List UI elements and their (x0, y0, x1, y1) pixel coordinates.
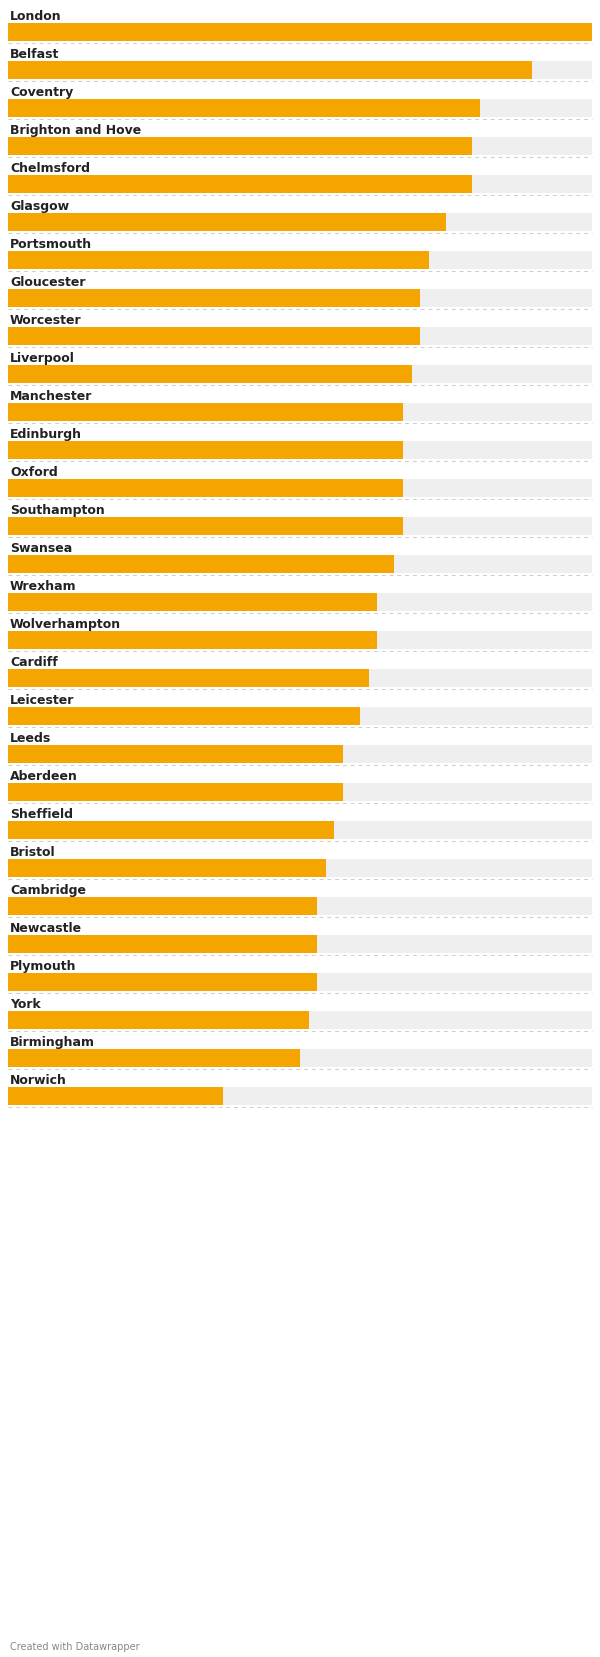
Text: Liverpool: Liverpool (10, 351, 75, 365)
Text: 54%: 54% (14, 181, 39, 191)
Text: 39%: 39% (14, 787, 39, 797)
Text: 47%: 47% (14, 370, 39, 379)
Text: 48%: 48% (14, 293, 39, 303)
Text: 36%: 36% (14, 940, 39, 949)
Text: 68%: 68% (14, 28, 39, 38)
Text: Gloucester: Gloucester (10, 275, 86, 288)
Text: 55%: 55% (14, 104, 39, 114)
Text: 36%: 36% (14, 978, 39, 988)
Text: Created with Datawrapper: Created with Datawrapper (10, 1640, 140, 1650)
Text: Norwich: Norwich (10, 1074, 67, 1087)
Text: 34%: 34% (14, 1054, 39, 1064)
Text: York: York (10, 998, 41, 1011)
Text: Sheffield: Sheffield (10, 807, 73, 820)
Text: Brighton and Hove: Brighton and Hove (10, 124, 141, 138)
Text: 61%: 61% (14, 66, 39, 76)
Text: 36%: 36% (14, 901, 39, 911)
Text: Birmingham: Birmingham (10, 1036, 95, 1049)
Text: Wolverhampton: Wolverhampton (10, 618, 121, 631)
Text: 51%: 51% (14, 217, 39, 229)
Text: Oxford: Oxford (10, 466, 58, 479)
Text: Worcester: Worcester (10, 313, 82, 326)
Text: 41%: 41% (14, 711, 39, 721)
Text: London: London (10, 10, 62, 23)
Text: 25%: 25% (14, 1092, 39, 1102)
Text: Glasgow: Glasgow (10, 200, 69, 212)
Text: 49%: 49% (14, 255, 39, 265)
Text: 37%: 37% (14, 863, 39, 873)
Text: 35%: 35% (14, 1016, 39, 1026)
Text: Aberdeen: Aberdeen (10, 769, 78, 782)
Text: Swansea: Swansea (10, 542, 72, 555)
Text: Wrexham: Wrexham (10, 580, 77, 593)
Text: Cardiff: Cardiff (10, 656, 58, 668)
Text: 45%: 45% (14, 560, 39, 570)
Text: Belfast: Belfast (10, 48, 59, 61)
Text: Leeds: Leeds (10, 731, 51, 744)
Text: 46%: 46% (14, 408, 39, 418)
Text: 54%: 54% (14, 143, 39, 152)
Text: 46%: 46% (14, 484, 39, 494)
Text: 46%: 46% (14, 446, 39, 456)
Text: Cambridge: Cambridge (10, 883, 86, 896)
Text: Leicester: Leicester (10, 694, 74, 706)
Text: 42%: 42% (14, 674, 39, 684)
Text: 43%: 43% (14, 598, 39, 608)
Text: 48%: 48% (14, 331, 39, 341)
Text: Bristol: Bristol (10, 845, 56, 858)
Text: 39%: 39% (14, 749, 39, 759)
Text: 43%: 43% (14, 636, 39, 646)
Text: Portsmouth: Portsmouth (10, 239, 92, 250)
Text: Plymouth: Plymouth (10, 959, 77, 973)
Text: Coventry: Coventry (10, 86, 73, 99)
Text: Newcastle: Newcastle (10, 921, 82, 935)
Text: Southampton: Southampton (10, 504, 105, 517)
Text: 38%: 38% (14, 825, 39, 835)
Text: 46%: 46% (14, 522, 39, 532)
Text: Edinburgh: Edinburgh (10, 428, 82, 441)
Text: Chelmsford: Chelmsford (10, 162, 90, 176)
Text: Manchester: Manchester (10, 389, 92, 403)
